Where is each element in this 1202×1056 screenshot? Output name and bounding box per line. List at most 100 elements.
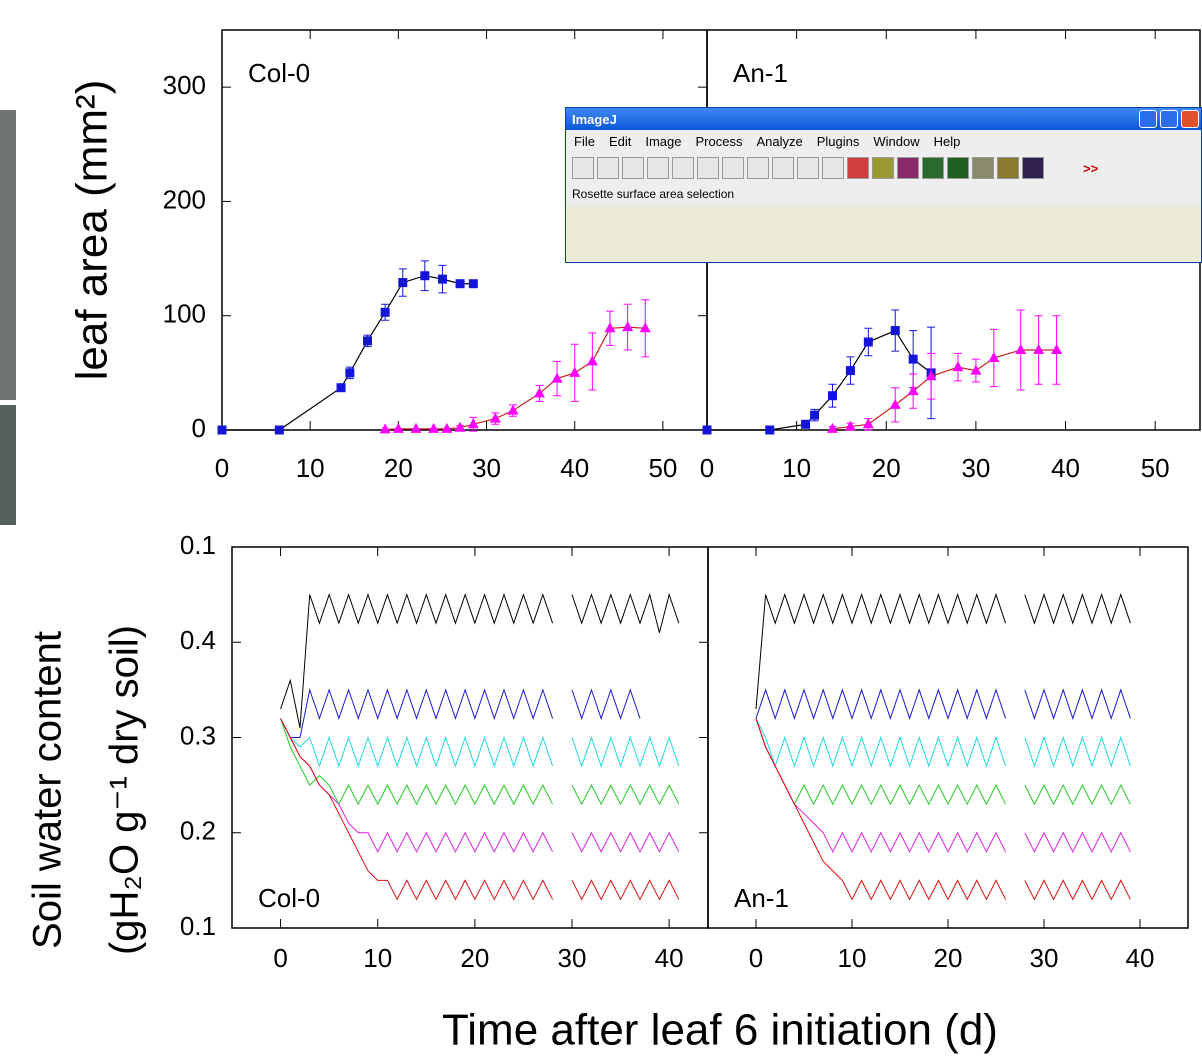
series-line [571,735,680,768]
x-tick-label: 50 [1141,453,1170,483]
marker [844,420,856,431]
series-line [571,592,680,633]
y-tick-label: 300 [163,70,206,100]
marker [622,321,634,332]
tool-button[interactable] [922,157,944,179]
minimize-button[interactable] [1139,110,1157,128]
marker [952,361,964,372]
x-tick-label: 0 [273,943,287,973]
series-line [755,593,1007,709]
marker [827,391,837,401]
menu-item[interactable]: Plugins [816,134,860,149]
status-bar: Rosette surface area selection [566,183,1201,205]
y-axis-title: leaf area (mm²) [68,80,117,381]
series-line [280,718,554,768]
menu-item[interactable]: Window [873,134,920,149]
x-tick-label: 30 [472,453,501,483]
series-line [280,718,554,806]
marker [363,336,372,346]
x-tick-label: 0 [749,943,763,973]
menu-item[interactable]: File [574,134,595,149]
menu-item[interactable]: Image [645,134,682,149]
plot-frame [231,546,709,929]
x-tick-label: 40 [1051,453,1080,483]
menu-item[interactable]: Process [695,134,743,149]
tool-button[interactable] [947,157,969,179]
marker [428,422,440,433]
marker [274,425,284,435]
series-line [1024,735,1131,768]
tool-button[interactable] [672,157,694,179]
toolbar: >> [566,153,1201,183]
y-tick-label: 0 [192,413,206,443]
photo-strip [0,405,16,525]
tool-button[interactable] [647,157,669,179]
x-tick-label: 20 [460,943,489,973]
marker [533,387,545,398]
marker [551,372,563,383]
close-button[interactable] [1181,110,1199,128]
tool-button[interactable] [797,157,819,179]
plot-frame [707,546,1189,929]
tool-button[interactable] [697,157,719,179]
series-line [755,688,1007,721]
tool-button[interactable] [822,157,844,179]
marker [437,274,447,284]
y-axis-title: (gH₂O g⁻¹ dry soil) [103,625,147,955]
tool-button[interactable] [847,157,869,179]
tool-button[interactable] [622,157,644,179]
x-tick-label: 0 [700,453,714,483]
marker [380,307,390,317]
marker [1033,344,1045,354]
marker [217,425,227,435]
x-tick-label: 10 [838,943,867,973]
marker [889,398,901,409]
series-line [1024,784,1131,806]
panel-label: An-1 [733,58,788,88]
more-tools[interactable]: >> [1083,160,1099,176]
series-line [755,718,1007,806]
marker [908,354,918,364]
menu-bar: File Edit Image Process Analyze Plugins Window… [566,130,1201,153]
menu-item[interactable]: Help [933,134,961,149]
marker [970,364,982,375]
x-tick-label: 40 [1126,943,1155,973]
marker [586,355,598,366]
x-tick-label: 30 [1030,943,1059,973]
x-tick-label: 30 [558,943,587,973]
marker [863,337,873,347]
tool-button[interactable] [872,157,894,179]
tool-button[interactable] [997,157,1019,179]
maximize-button[interactable] [1160,110,1178,128]
tool-button[interactable] [572,157,594,179]
tool-button[interactable] [1022,157,1044,179]
series-line [280,718,554,853]
y-tick-label: 0.1 [180,911,216,941]
status-text: Rosette surface area selection [572,187,735,201]
tool-button[interactable] [597,157,619,179]
marker [810,410,820,420]
y-axis-title: Soil water content [26,631,70,949]
panel-label: An-1 [734,883,789,913]
marker [925,370,937,381]
tool-button[interactable] [772,157,794,179]
menu-item[interactable]: Edit [608,134,632,149]
tool-button[interactable] [747,157,769,179]
y-tick-label: 0.4 [180,625,216,655]
tool-button[interactable] [722,157,744,179]
menu-item[interactable]: Analyze [756,134,803,149]
series-line [755,718,1007,901]
title-bar: ImageJ [566,108,1201,130]
photo-strip [0,110,16,400]
marker [988,352,1000,362]
marker [392,422,404,433]
marker [454,421,466,432]
marker [862,418,874,429]
panel-label: Col-0 [248,58,310,88]
series-line [571,784,680,806]
tool-button[interactable] [897,157,919,179]
series-line [280,687,554,738]
x-tick-label: 20 [872,453,901,483]
tool-button[interactable] [972,157,994,179]
